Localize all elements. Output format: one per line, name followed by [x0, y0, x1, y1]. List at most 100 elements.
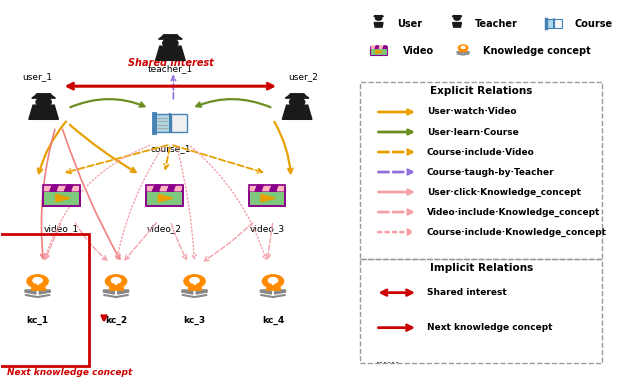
Circle shape — [184, 275, 205, 288]
Circle shape — [106, 275, 127, 288]
Polygon shape — [375, 46, 379, 48]
Text: teacher_1: teacher_1 — [148, 64, 193, 73]
Polygon shape — [154, 114, 170, 132]
Circle shape — [33, 277, 42, 283]
Polygon shape — [175, 185, 183, 191]
Polygon shape — [182, 290, 193, 294]
Text: kc_1: kc_1 — [26, 315, 49, 325]
Polygon shape — [376, 50, 383, 53]
Text: user_1: user_1 — [22, 72, 52, 81]
Bar — [146, 185, 182, 206]
Polygon shape — [383, 46, 387, 48]
Bar — [44, 185, 80, 206]
Polygon shape — [145, 185, 154, 191]
Polygon shape — [32, 96, 56, 98]
Bar — [370, 46, 387, 48]
Polygon shape — [167, 185, 175, 191]
Bar — [360, 83, 602, 260]
Polygon shape — [72, 185, 81, 191]
Polygon shape — [464, 52, 469, 53]
Circle shape — [289, 97, 305, 106]
Polygon shape — [156, 46, 185, 60]
Circle shape — [461, 46, 465, 49]
Polygon shape — [277, 185, 285, 191]
Text: Course: Course — [575, 19, 613, 28]
Bar — [146, 185, 182, 191]
Circle shape — [376, 16, 381, 20]
Text: course_1: course_1 — [150, 144, 191, 153]
Polygon shape — [282, 105, 312, 119]
Text: User·click·Knowledge_concept: User·click·Knowledge_concept — [427, 188, 581, 197]
Bar — [146, 191, 182, 206]
Text: user_2: user_2 — [288, 72, 318, 81]
Polygon shape — [270, 185, 278, 191]
Text: Knowledge concept: Knowledge concept — [483, 46, 591, 56]
Circle shape — [458, 45, 468, 51]
Polygon shape — [248, 185, 257, 191]
Text: ......: ...... — [376, 352, 399, 365]
Polygon shape — [39, 290, 50, 294]
Polygon shape — [159, 38, 182, 39]
Polygon shape — [58, 185, 66, 191]
Polygon shape — [153, 185, 161, 191]
Polygon shape — [65, 185, 73, 191]
Text: Next knowledge concept: Next knowledge concept — [427, 323, 552, 332]
Polygon shape — [262, 185, 271, 191]
Polygon shape — [374, 16, 383, 17]
Polygon shape — [275, 290, 285, 294]
Polygon shape — [158, 194, 173, 202]
Text: Course·include·Knowledge_concept: Course·include·Knowledge_concept — [427, 227, 607, 236]
Text: video_3: video_3 — [250, 224, 285, 233]
Polygon shape — [261, 194, 275, 202]
Polygon shape — [43, 185, 51, 191]
Text: Next knowledge concept: Next knowledge concept — [8, 368, 132, 377]
Circle shape — [454, 16, 460, 20]
Polygon shape — [56, 194, 70, 202]
Circle shape — [111, 277, 121, 283]
Bar — [360, 260, 602, 363]
Polygon shape — [25, 290, 36, 294]
Polygon shape — [285, 96, 309, 98]
Bar — [44, 191, 80, 206]
Text: video_1: video_1 — [44, 224, 79, 233]
Polygon shape — [380, 46, 383, 48]
Polygon shape — [160, 185, 168, 191]
Polygon shape — [161, 35, 180, 38]
Polygon shape — [260, 290, 271, 294]
Polygon shape — [118, 290, 129, 294]
Polygon shape — [104, 290, 115, 294]
Circle shape — [268, 277, 278, 283]
Polygon shape — [255, 185, 264, 191]
Text: Explicit Relations: Explicit Relations — [430, 86, 532, 96]
Circle shape — [190, 277, 199, 283]
Text: Shared interest: Shared interest — [127, 58, 213, 68]
Polygon shape — [172, 114, 187, 132]
Polygon shape — [288, 94, 307, 97]
Text: User·watch·Video: User·watch·Video — [427, 108, 516, 116]
Circle shape — [163, 38, 178, 48]
Text: User·learn·Course: User·learn·Course — [427, 127, 518, 136]
Text: video_2: video_2 — [147, 224, 182, 233]
Bar — [249, 185, 285, 191]
Polygon shape — [29, 105, 58, 119]
Polygon shape — [371, 46, 375, 48]
Polygon shape — [374, 23, 383, 27]
Text: Video·include·Knowledge_concept: Video·include·Knowledge_concept — [427, 207, 600, 217]
Circle shape — [262, 275, 284, 288]
Bar — [249, 185, 285, 206]
Polygon shape — [452, 23, 461, 27]
Text: kc_3: kc_3 — [184, 315, 205, 325]
Polygon shape — [546, 19, 553, 28]
Bar — [0, 234, 89, 366]
Text: Course·taugh-by·Teacher: Course·taugh-by·Teacher — [427, 168, 554, 177]
Polygon shape — [35, 94, 53, 97]
Polygon shape — [50, 185, 58, 191]
Bar — [249, 191, 285, 206]
Polygon shape — [457, 52, 462, 53]
Text: Shared interest: Shared interest — [427, 288, 507, 297]
Circle shape — [27, 275, 48, 288]
Text: kc_4: kc_4 — [262, 315, 284, 325]
Polygon shape — [554, 19, 561, 28]
Text: User: User — [397, 19, 422, 28]
Text: kc_2: kc_2 — [105, 315, 127, 325]
